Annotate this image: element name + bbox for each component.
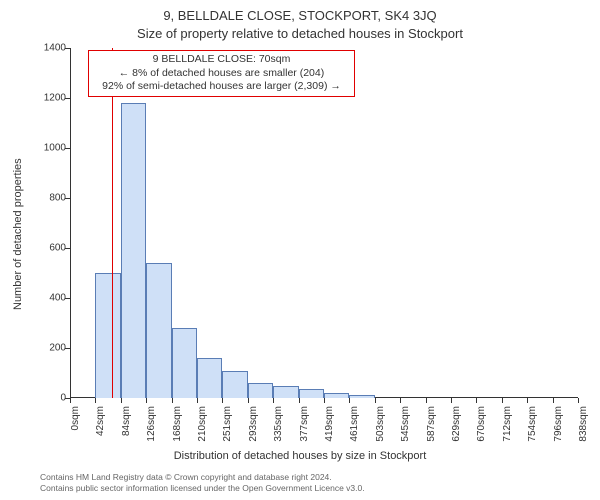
x-tick <box>70 398 71 403</box>
y-tick-label: 1200 <box>44 93 66 104</box>
histogram-bar <box>324 393 349 398</box>
y-tick-label: 0 <box>60 393 66 404</box>
y-tick-label: 400 <box>49 293 66 304</box>
histogram-bar <box>248 383 273 398</box>
histogram-bar <box>95 273 120 398</box>
x-axis-label: Distribution of detached houses by size … <box>0 450 600 462</box>
x-tick <box>426 398 427 403</box>
annotation-line-2: ← 8% of detached houses are smaller (204… <box>95 67 348 81</box>
y-tick-label: 600 <box>49 243 66 254</box>
x-tick-label: 251sqm <box>222 406 233 446</box>
x-tick-label: 670sqm <box>476 406 487 446</box>
x-tick <box>222 398 223 403</box>
x-tick-label: 84sqm <box>121 406 132 446</box>
x-tick <box>451 398 452 403</box>
y-axis-label: Number of detached properties <box>12 158 24 310</box>
x-tick <box>578 398 579 403</box>
x-tick <box>375 398 376 403</box>
histogram-bar <box>299 389 324 398</box>
x-tick-label: 0sqm <box>70 406 81 446</box>
x-tick-label: 629sqm <box>451 406 462 446</box>
y-tick-label: 1000 <box>44 143 66 154</box>
x-tick <box>502 398 503 403</box>
plot-area <box>70 48 578 398</box>
x-tick <box>273 398 274 403</box>
property-marker-line <box>112 48 113 398</box>
chart-container: 9, BELLDALE CLOSE, STOCKPORT, SK4 3JQ Si… <box>0 0 600 500</box>
histogram-bar <box>273 386 298 399</box>
histogram-bar <box>172 328 197 398</box>
x-tick <box>324 398 325 403</box>
annotation-line-3: 92% of semi-detached houses are larger (… <box>95 80 348 94</box>
histogram-bar <box>121 103 146 398</box>
x-tick-label: 712sqm <box>502 406 513 446</box>
y-tick-label: 200 <box>49 343 66 354</box>
x-tick <box>95 398 96 403</box>
x-tick-label: 503sqm <box>375 406 386 446</box>
x-tick-label: 545sqm <box>400 406 411 446</box>
x-tick-label: 377sqm <box>299 406 310 446</box>
x-tick <box>299 398 300 403</box>
x-tick-label: 335sqm <box>273 406 284 446</box>
x-tick <box>349 398 350 403</box>
x-tick-label: 796sqm <box>553 406 564 446</box>
annotation-box: 9 BELLDALE CLOSE: 70sqm ← 8% of detached… <box>88 50 355 97</box>
x-tick <box>121 398 122 403</box>
x-tick-label: 461sqm <box>349 406 360 446</box>
attribution-line-1: Contains HM Land Registry data © Crown c… <box>40 472 365 483</box>
attribution-line-2: Contains public sector information licen… <box>40 483 365 494</box>
histogram-bar <box>197 358 222 398</box>
x-tick <box>527 398 528 403</box>
y-axis-line <box>70 48 71 398</box>
x-tick <box>172 398 173 403</box>
title-line-1: 9, BELLDALE CLOSE, STOCKPORT, SK4 3JQ <box>0 8 600 23</box>
histogram-bar <box>146 263 171 398</box>
x-tick-label: 293sqm <box>248 406 259 446</box>
x-tick <box>400 398 401 403</box>
x-tick <box>146 398 147 403</box>
x-tick <box>197 398 198 403</box>
x-tick <box>248 398 249 403</box>
title-line-2: Size of property relative to detached ho… <box>0 26 600 41</box>
x-tick-label: 168sqm <box>172 406 183 446</box>
x-tick-label: 587sqm <box>426 406 437 446</box>
attribution-text: Contains HM Land Registry data © Crown c… <box>40 472 365 494</box>
x-tick-label: 210sqm <box>197 406 208 446</box>
histogram-bar <box>222 371 247 399</box>
x-tick-label: 754sqm <box>527 406 538 446</box>
x-tick-label: 126sqm <box>146 406 157 446</box>
y-tick-label: 800 <box>49 193 66 204</box>
x-tick-label: 42sqm <box>95 406 106 446</box>
annotation-line-1: 9 BELLDALE CLOSE: 70sqm <box>95 53 348 67</box>
x-tick <box>553 398 554 403</box>
histogram-bar <box>349 395 374 398</box>
x-tick <box>476 398 477 403</box>
y-tick-label: 1400 <box>44 43 66 54</box>
x-tick-label: 838sqm <box>578 406 589 446</box>
x-tick-label: 419sqm <box>324 406 335 446</box>
